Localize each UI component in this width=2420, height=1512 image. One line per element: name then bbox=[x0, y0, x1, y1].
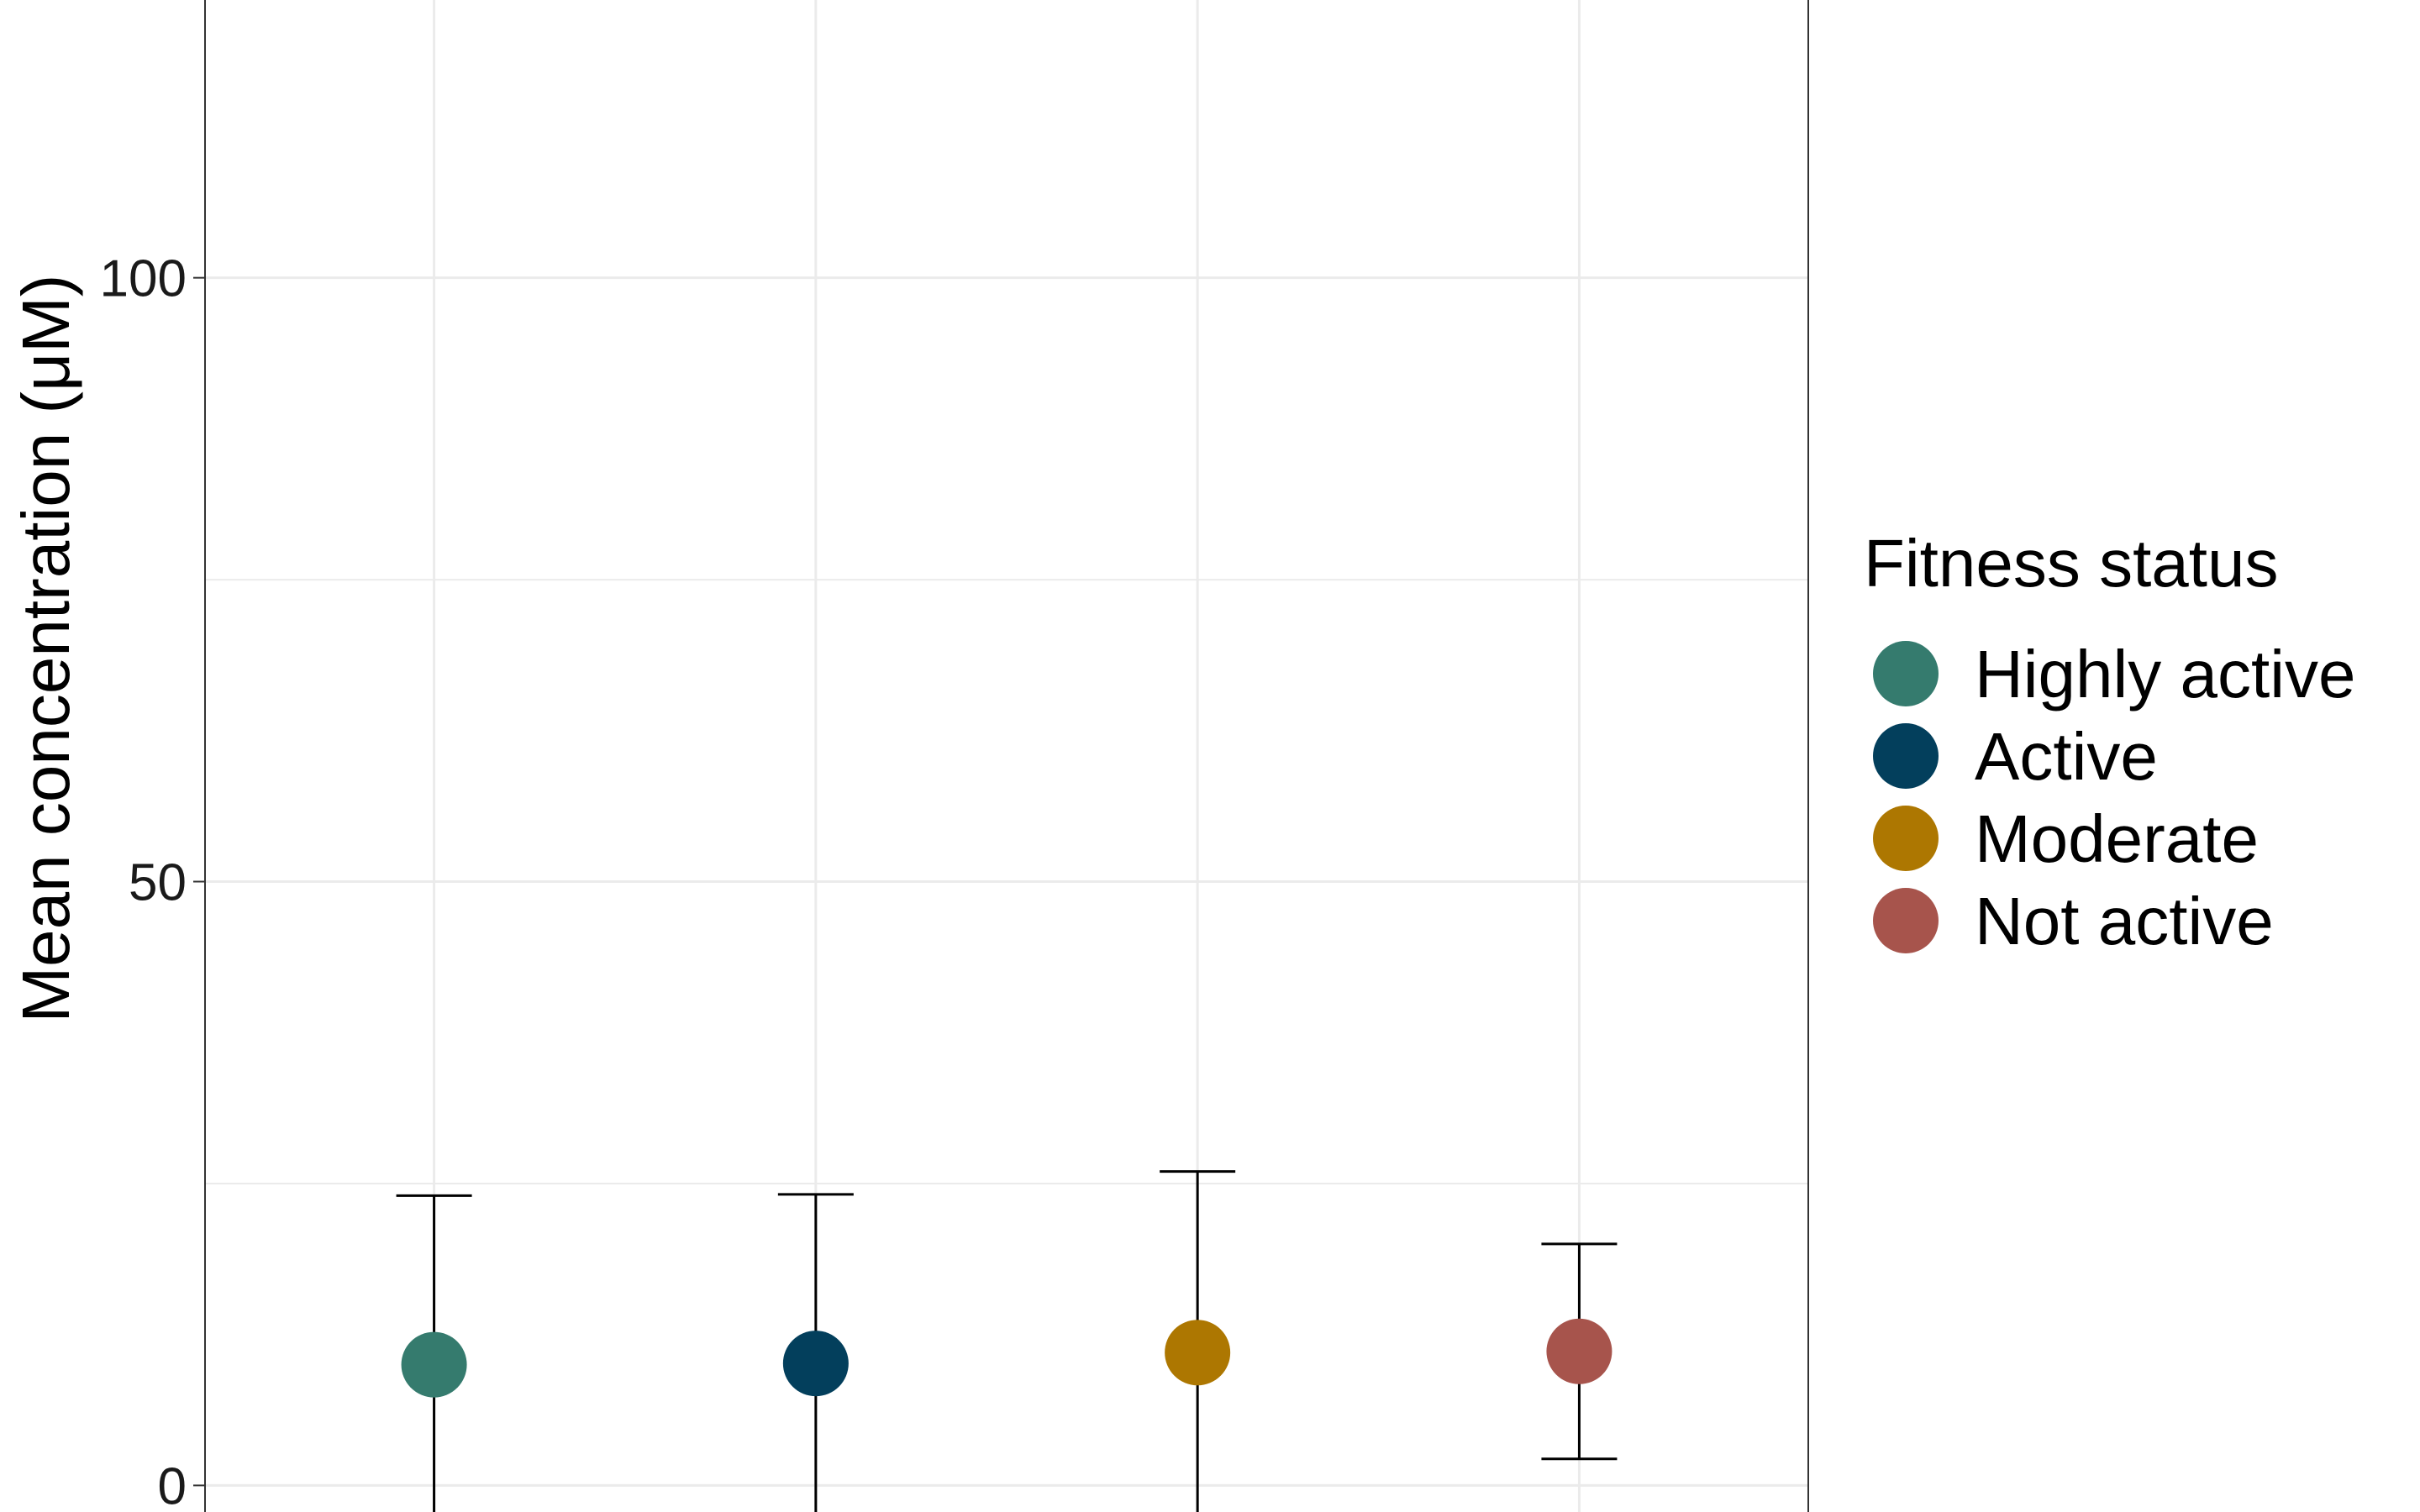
legend-label: Moderate bbox=[1975, 801, 2259, 876]
mean-point bbox=[1165, 1320, 1231, 1386]
error-bar-group bbox=[1541, 1242, 1618, 1461]
legend-label: Not active bbox=[1975, 884, 2274, 958]
error-bar-group bbox=[777, 1193, 854, 1512]
plot-panel-border bbox=[204, 0, 1809, 1512]
y-tick-label: 0 bbox=[158, 1457, 187, 1512]
mean-point bbox=[782, 1331, 849, 1397]
error-bar-group bbox=[1160, 1170, 1236, 1512]
legend-title: Fitness status bbox=[1864, 526, 2279, 601]
error-bar-group bbox=[396, 1194, 472, 1512]
plot-background bbox=[205, 0, 1808, 1512]
data-marks bbox=[396, 1170, 1618, 1512]
y-tick-label: 100 bbox=[100, 250, 187, 308]
y-axis: 0 50 100 bbox=[100, 250, 205, 1512]
legend-item: Not active bbox=[1873, 884, 2274, 958]
legend-swatch bbox=[1873, 888, 1939, 953]
legend-item: Active bbox=[1873, 719, 2158, 794]
legend-swatch bbox=[1873, 806, 1939, 871]
mean-point bbox=[1546, 1318, 1612, 1384]
legend-label: Active bbox=[1975, 719, 2158, 794]
mean-point bbox=[401, 1331, 467, 1398]
legend: Fitness status Highly active ActiveModerat… bbox=[1864, 526, 2356, 958]
gridlines bbox=[205, 0, 1808, 1512]
legend-label: Highly active bbox=[1975, 637, 2356, 711]
legend-swatch bbox=[1873, 641, 1939, 706]
y-tick-label: 50 bbox=[129, 854, 187, 912]
legend-item: Highly active bbox=[1873, 637, 2356, 711]
y-axis-title: Mean concentration (μM) bbox=[8, 275, 83, 1023]
legend-item: Moderate bbox=[1873, 801, 2259, 876]
legend-swatch bbox=[1873, 723, 1939, 789]
